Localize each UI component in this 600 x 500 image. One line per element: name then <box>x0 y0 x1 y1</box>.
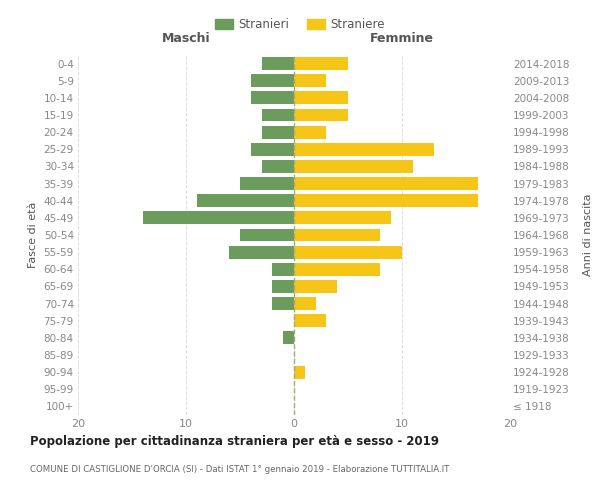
Bar <box>294 297 316 310</box>
Bar <box>294 280 337 293</box>
Bar <box>272 263 294 276</box>
Bar <box>240 177 294 190</box>
Bar <box>262 108 294 122</box>
Bar <box>294 263 380 276</box>
Bar <box>229 246 294 258</box>
Bar <box>294 108 348 122</box>
Bar <box>294 126 326 138</box>
Bar <box>294 212 391 224</box>
Text: COMUNE DI CASTIGLIONE D'ORCIA (SI) - Dati ISTAT 1° gennaio 2019 - Elaborazione T: COMUNE DI CASTIGLIONE D'ORCIA (SI) - Dat… <box>30 465 449 474</box>
Text: Popolazione per cittadinanza straniera per età e sesso - 2019: Popolazione per cittadinanza straniera p… <box>30 435 439 448</box>
Bar <box>197 194 294 207</box>
Legend: Stranieri, Straniere: Stranieri, Straniere <box>210 14 390 36</box>
Bar <box>294 177 478 190</box>
Bar <box>294 366 305 378</box>
Bar <box>283 332 294 344</box>
Bar <box>294 246 402 258</box>
Bar <box>294 74 326 87</box>
Bar <box>294 228 380 241</box>
Bar <box>272 297 294 310</box>
Bar <box>294 143 434 156</box>
Bar <box>272 280 294 293</box>
Bar <box>294 92 348 104</box>
Y-axis label: Fasce di età: Fasce di età <box>28 202 38 268</box>
Text: Femmine: Femmine <box>370 32 434 44</box>
Bar <box>262 160 294 173</box>
Bar <box>143 212 294 224</box>
Bar <box>251 92 294 104</box>
Bar <box>294 57 348 70</box>
Y-axis label: Anni di nascita: Anni di nascita <box>583 194 593 276</box>
Bar <box>240 228 294 241</box>
Bar <box>251 143 294 156</box>
Bar <box>294 314 326 327</box>
Bar <box>262 126 294 138</box>
Bar <box>294 160 413 173</box>
Bar <box>294 194 478 207</box>
Text: Maschi: Maschi <box>161 32 211 44</box>
Bar <box>262 57 294 70</box>
Bar <box>251 74 294 87</box>
